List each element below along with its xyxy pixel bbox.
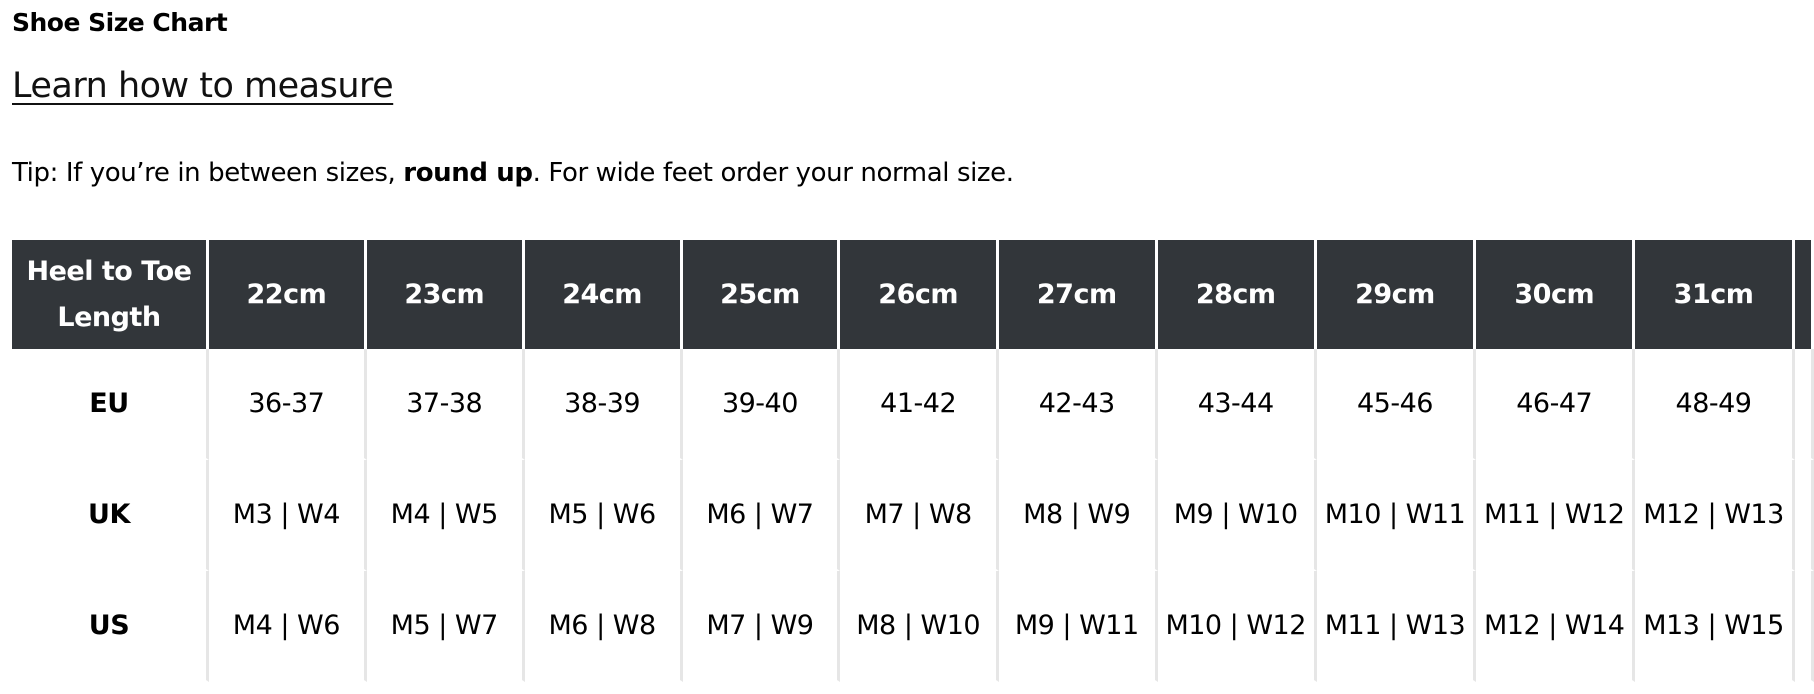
table-cell-partial (1794, 460, 1814, 571)
table-cell: 42-43 (998, 349, 1158, 460)
table-cell: M11 | W13 (1316, 571, 1477, 682)
column-header: 31cm (1635, 240, 1795, 349)
column-header: 25cm (682, 240, 841, 349)
tip-text: Tip: If you’re in between sizes, round u… (12, 158, 1014, 188)
table-cell: 43-44 (1157, 349, 1317, 460)
table-cell: 45-46 (1316, 349, 1477, 460)
header-row: Heel to Toe Length 22cm 23cm 24cm 25cm 26cm 27… (12, 240, 1814, 349)
row-header: EU (12, 349, 209, 460)
column-header: 30cm (1476, 240, 1636, 349)
table-cell: 36-37 (208, 349, 367, 460)
column-header: 28cm (1157, 240, 1317, 349)
table-row: UK M3 | W4 M4 | W5 M5 | W6 M6 | W7 M7 | W8 M8 … (12, 460, 1814, 571)
table-cell: M10 | W11 (1316, 460, 1477, 571)
table-cell: 37-38 (366, 349, 525, 460)
row-header: UK (12, 460, 209, 571)
column-header: 23cm (366, 240, 525, 349)
table-cell: 46-47 (1476, 349, 1636, 460)
table-cell: M12 | W13 (1635, 460, 1795, 571)
table-cell: M3 | W4 (208, 460, 367, 571)
table-cell-partial (1794, 571, 1814, 682)
table-row: EU 36-37 37-38 38-39 39-40 41-42 42-43 43-44 45-… (12, 349, 1814, 460)
table-cell: M12 | W14 (1476, 571, 1636, 682)
table-cell: 39-40 (682, 349, 841, 460)
column-header-partial (1794, 240, 1814, 349)
table-cell: M5 | W7 (366, 571, 525, 682)
table-cell: M10 | W12 (1157, 571, 1317, 682)
table-cell: M13 | W15 (1635, 571, 1795, 682)
column-header: 26cm (840, 240, 999, 349)
table-cell: M8 | W10 (840, 571, 999, 682)
column-header-corner: Heel to Toe Length (12, 240, 209, 349)
tip-text-after: . For wide feet order your normal size. (532, 158, 1014, 188)
size-table: Heel to Toe Length 22cm 23cm 24cm 25cm 26cm 27… (12, 240, 1814, 682)
table-cell: M7 | W9 (682, 571, 841, 682)
row-header: US (12, 571, 209, 682)
table-cell: M4 | W6 (208, 571, 367, 682)
table-cell: 38-39 (524, 349, 683, 460)
table-cell: M5 | W6 (524, 460, 683, 571)
table-cell: M7 | W8 (840, 460, 999, 571)
table-cell: M6 | W7 (682, 460, 841, 571)
tip-text-before: Tip: If you’re in between sizes, (12, 158, 404, 188)
table-cell: M9 | W10 (1157, 460, 1317, 571)
column-header: 27cm (998, 240, 1158, 349)
table-cell: 48-49 (1635, 349, 1795, 460)
column-header: 29cm (1316, 240, 1477, 349)
table-row: US M4 | W6 M5 | W7 M6 | W8 M7 | W9 M8 | W10 M9… (12, 571, 1814, 682)
page-title: Shoe Size Chart (12, 8, 228, 37)
column-header: 22cm (208, 240, 367, 349)
table-cell: M8 | W9 (998, 460, 1158, 571)
column-header: 24cm (524, 240, 683, 349)
table-cell: M6 | W8 (524, 571, 683, 682)
table-cell: 41-42 (840, 349, 999, 460)
learn-how-to-measure-link[interactable]: Learn how to measure (12, 66, 394, 106)
table-cell: M11 | W12 (1476, 460, 1636, 571)
tip-text-bold: round up (403, 158, 533, 188)
table-cell: M9 | W11 (998, 571, 1158, 682)
table-cell-partial (1794, 349, 1814, 460)
table-cell: M4 | W5 (366, 460, 525, 571)
